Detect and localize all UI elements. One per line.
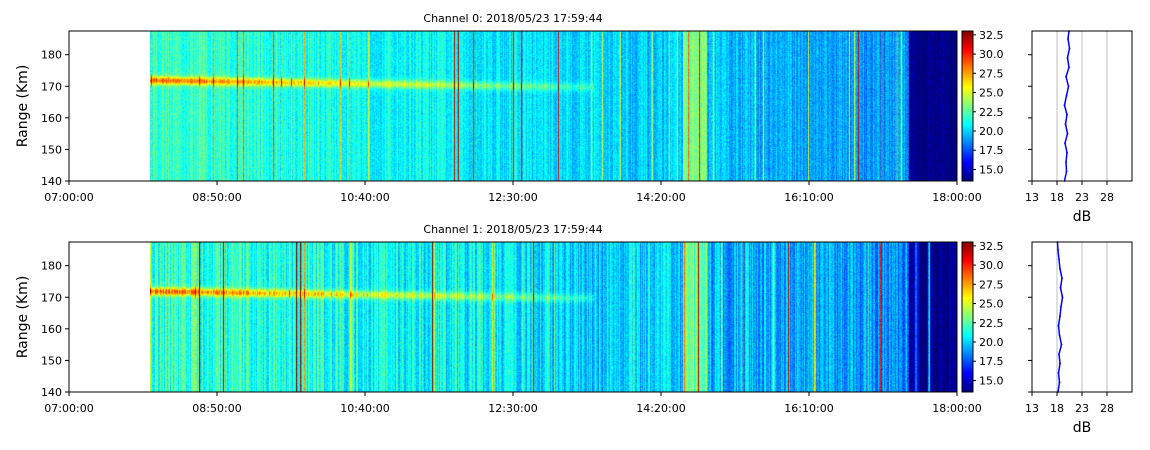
colorbar-tick-label: 15.0 xyxy=(979,374,1004,387)
x-tick-label: 18:00:00 xyxy=(932,191,981,204)
y-axis-label: Range (Km) xyxy=(15,276,31,359)
colorbar-tick-label: 30.0 xyxy=(979,48,1004,61)
profile-x-tick-label: 13 xyxy=(1025,402,1039,415)
colorbar-tick-label: 22.5 xyxy=(979,317,1004,330)
profile-point xyxy=(1059,362,1061,365)
y-tick-label: 150 xyxy=(41,354,62,367)
x-tick-label: 14:20:00 xyxy=(636,191,685,204)
chart-title: Channel 1: 2018/05/23 17:59:44 xyxy=(423,223,602,236)
y-axis-label: Range (Km) xyxy=(15,65,31,148)
colorbar-tick-label: 17.5 xyxy=(979,144,1004,157)
y-tick-label: 180 xyxy=(41,260,62,273)
x-tick-label: 12:30:00 xyxy=(488,402,537,415)
colorbar-tick-label: 32.5 xyxy=(979,29,1004,42)
x-tick-label: 18:00:00 xyxy=(932,402,981,415)
colorbar-tick-label: 25.0 xyxy=(979,298,1004,311)
heatmap-image xyxy=(150,31,957,181)
profile-point xyxy=(1067,85,1070,88)
y-tick-label: 150 xyxy=(41,143,62,156)
x-tick-label: 14:20:00 xyxy=(636,402,685,415)
colorbar-tick-label: 15.0 xyxy=(979,163,1004,176)
x-tick-label: 10:40:00 xyxy=(340,191,389,204)
profile-point xyxy=(1060,343,1063,346)
profile-point xyxy=(1066,151,1068,154)
profile-point xyxy=(1064,142,1066,145)
x-tick-label: 07:00:00 xyxy=(44,402,93,415)
profile-point xyxy=(1059,286,1062,289)
profile-point xyxy=(1065,94,1068,97)
y-tick-label: 170 xyxy=(41,291,62,304)
channel-0-panel: Channel 0: 2018/05/23 17:59:44 140 150 160 1… xyxy=(15,12,1133,225)
profile-point xyxy=(1057,372,1060,374)
profile-point xyxy=(1061,296,1064,299)
profile-point xyxy=(1059,267,1061,270)
x-tick-label: 16:10:00 xyxy=(784,402,833,415)
profile-x-tick-label: 13 xyxy=(1025,191,1039,204)
profile-line xyxy=(1063,30,1071,182)
profile-point xyxy=(1066,113,1068,116)
colorbar xyxy=(961,241,974,393)
y-tick-label: 160 xyxy=(41,112,62,125)
y-tick-label: 140 xyxy=(41,175,62,188)
profile-point xyxy=(1068,47,1071,50)
profile-point xyxy=(1057,324,1060,327)
profile-point xyxy=(1064,123,1067,126)
profile-x-tick-label: 23 xyxy=(1075,402,1089,415)
profile-point xyxy=(1066,132,1069,135)
profile-x-axis-label: dB xyxy=(1073,209,1092,225)
profile-x-tick-label: 18 xyxy=(1050,402,1064,415)
profile-point xyxy=(1065,75,1067,78)
profile-point xyxy=(1066,56,1069,59)
heatmap-image xyxy=(150,242,957,392)
profile-point xyxy=(1065,161,1067,163)
colorbar-tick-label: 17.5 xyxy=(979,355,1004,368)
colorbar-tick-label: 27.5 xyxy=(979,67,1004,80)
profile-point xyxy=(1058,258,1060,261)
x-tick-label: 10:40:00 xyxy=(340,402,389,415)
x-tick-label: 08:50:00 xyxy=(192,402,241,415)
profile-point xyxy=(1057,248,1059,251)
profile-point xyxy=(1058,381,1061,384)
profile-point xyxy=(1058,334,1061,337)
profile-point xyxy=(1059,315,1061,318)
profile-point xyxy=(1060,305,1062,308)
colorbar xyxy=(961,30,974,182)
colorbar-tick-label: 32.5 xyxy=(979,240,1004,253)
colorbar-tick-label: 25.0 xyxy=(979,87,1004,100)
x-tick-label: 07:00:00 xyxy=(44,191,93,204)
profile-x-tick-label: 28 xyxy=(1100,402,1114,415)
colorbar-tick-label: 30.0 xyxy=(979,259,1004,272)
x-tick-label: 16:10:00 xyxy=(784,191,833,204)
profile-point xyxy=(1058,353,1060,356)
y-tick-label: 140 xyxy=(41,386,62,399)
x-tick-label: 12:30:00 xyxy=(488,191,537,204)
profile-x-axis-label: dB xyxy=(1073,420,1092,436)
colorbar-tick-label: 20.0 xyxy=(979,125,1004,138)
chart-title: Channel 0: 2018/05/23 17:59:44 xyxy=(423,12,602,25)
profile-x-tick-label: 18 xyxy=(1050,191,1064,204)
profile-point xyxy=(1061,277,1063,280)
profile-x-tick-label: 23 xyxy=(1075,191,1089,204)
profile-point xyxy=(1065,170,1068,173)
colorbar-tick-label: 27.5 xyxy=(979,278,1004,291)
y-tick-label: 160 xyxy=(41,323,62,336)
colorbar-tick-label: 20.0 xyxy=(979,336,1004,349)
channel-1-panel: Channel 1: 2018/05/23 17:59:44 140 150 160 1… xyxy=(15,223,1133,436)
colorbar-tick-label: 22.5 xyxy=(979,106,1004,119)
profile-point xyxy=(1067,37,1069,40)
y-tick-label: 180 xyxy=(41,49,62,62)
profile-point xyxy=(1063,104,1066,107)
profile-x-tick-label: 28 xyxy=(1100,191,1114,204)
y-tick-label: 170 xyxy=(41,80,62,93)
x-tick-label: 08:50:00 xyxy=(192,191,241,204)
profile-point xyxy=(1068,66,1070,69)
